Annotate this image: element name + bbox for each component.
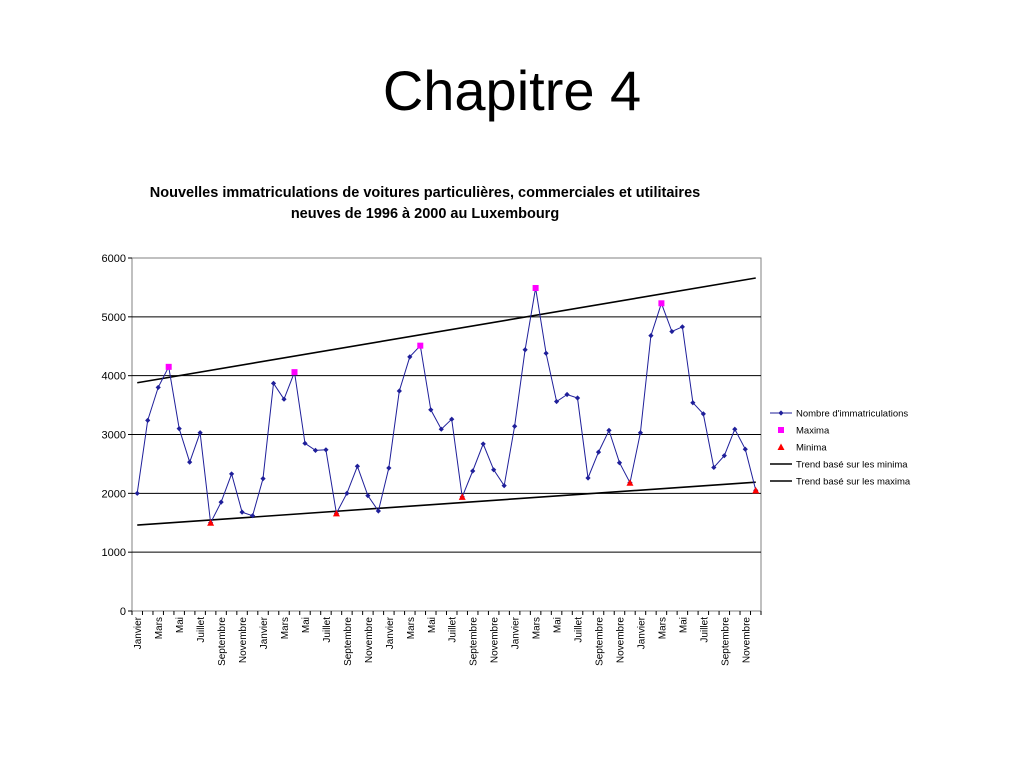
maxima-point (291, 369, 298, 376)
x-tick-label: Septembre (469, 617, 480, 666)
legend-marker (778, 410, 784, 416)
data-point (386, 465, 392, 471)
data-point (134, 490, 140, 496)
data-point (155, 384, 161, 391)
minima-point (332, 509, 340, 517)
chart-subtitle: neuves de 1996 à 2000 au Luxembourg (291, 206, 559, 222)
data-point (700, 411, 706, 417)
trend-line (137, 481, 756, 526)
data-point (491, 467, 497, 473)
data-point (595, 449, 602, 455)
data-point (512, 423, 518, 429)
x-tick-label: Mai (175, 617, 186, 633)
minima-point (752, 486, 760, 494)
x-tick-label: Juillet (574, 617, 585, 643)
series-line (136, 287, 757, 525)
legend: Nombre d'immatriculations Maxima Minima Tre… (770, 409, 911, 488)
data-point (197, 430, 203, 436)
plot-area: 0 1000 2000 3000 4000 5000 6000 Janvier Mars Mai J… (102, 253, 762, 666)
maxima-point (658, 300, 665, 307)
data-point (606, 427, 612, 433)
data-point (553, 398, 560, 405)
x-tick-label: Janvier (133, 616, 144, 649)
y-tick-label: 6000 (102, 253, 126, 265)
legend-marker (777, 443, 785, 450)
x-tick-label: Mai (553, 617, 564, 633)
x-tick-label: Septembre (217, 617, 228, 666)
x-tick-label: Mars (532, 617, 543, 639)
legend-label: Minima (796, 443, 827, 454)
data-point (480, 441, 486, 447)
y-tick-label: 3000 (102, 430, 126, 442)
data-point (721, 453, 727, 459)
maxima-point (417, 342, 424, 349)
legend-label: Trend basé sur les minima (796, 460, 908, 471)
x-tick-label: Novembre (364, 617, 375, 664)
x-tick-label: Septembre (595, 617, 606, 666)
x-tick-label: Mai (427, 617, 438, 633)
data-point (187, 459, 193, 465)
y-tick-label: 5000 (102, 312, 126, 324)
legend-label: Trend basé sur les maxima (796, 477, 911, 488)
x-tick-label: Septembre (720, 617, 731, 666)
x-tick-label: Juillet (196, 617, 207, 643)
data-point (354, 463, 360, 469)
data-point (438, 426, 444, 432)
trend-line (137, 277, 756, 384)
x-tick-label: Mars (154, 617, 165, 639)
x-tick-label: Janvier (636, 616, 647, 649)
y-tick-label: 0 (120, 606, 126, 618)
x-tick-label: Mai (678, 617, 689, 633)
line-chart: Nouvelles immatriculations de voitures p… (90, 176, 936, 688)
data-point (228, 471, 235, 477)
chart-title: Nouvelles immatriculations de voitures p… (150, 185, 700, 201)
x-tick-label: Mars (280, 617, 291, 639)
x-tick-label: Janvier (511, 616, 522, 649)
data-point (742, 446, 748, 452)
data-point (449, 416, 455, 422)
x-tick-label: Juillet (322, 617, 333, 643)
data-point (344, 490, 350, 496)
chart-container: Nouvelles immatriculations de voitures p… (90, 176, 936, 688)
data-point (470, 468, 476, 474)
data-point (428, 407, 434, 413)
x-tick-label: Janvier (385, 616, 396, 649)
x-tick-label: Juillet (699, 617, 710, 643)
legend-label: Nombre d'immatriculations (796, 409, 908, 420)
x-tick-label: Novembre (238, 617, 249, 664)
data-point (218, 499, 224, 505)
data-point (711, 464, 717, 471)
minima-point (207, 519, 215, 526)
data-point (249, 513, 256, 519)
data-point (543, 350, 549, 356)
minima-point (458, 493, 466, 500)
data-point (616, 460, 623, 466)
y-tick-label: 4000 (102, 371, 126, 383)
legend-marker (778, 427, 784, 433)
data-point (574, 395, 581, 401)
data-point (145, 417, 151, 423)
maxima-point (165, 363, 172, 370)
maxima-point (532, 285, 539, 292)
x-tick-label: Novembre (741, 617, 752, 664)
y-tick-label: 2000 (102, 488, 126, 500)
x-tick-label: Janvier (259, 616, 270, 649)
data-point (365, 493, 371, 499)
data-point (522, 347, 528, 353)
x-tick-label: Septembre (343, 617, 354, 666)
x-tick-label: Novembre (490, 617, 501, 664)
x-tick-label: Mars (657, 617, 668, 639)
y-tick-label: 1000 (102, 547, 126, 559)
legend-label: Maxima (796, 426, 830, 437)
x-tick-label: Mars (406, 617, 417, 639)
x-tick-label: Novembre (615, 617, 626, 664)
data-point (501, 483, 507, 489)
slide-title: Chapitre 4 (382, 59, 642, 122)
data-point (585, 475, 591, 481)
x-tick-label: Juillet (448, 617, 459, 643)
x-tick-label: Mai (301, 617, 312, 633)
data-point (637, 430, 644, 436)
minima-point (626, 479, 634, 486)
data-point (239, 509, 245, 515)
